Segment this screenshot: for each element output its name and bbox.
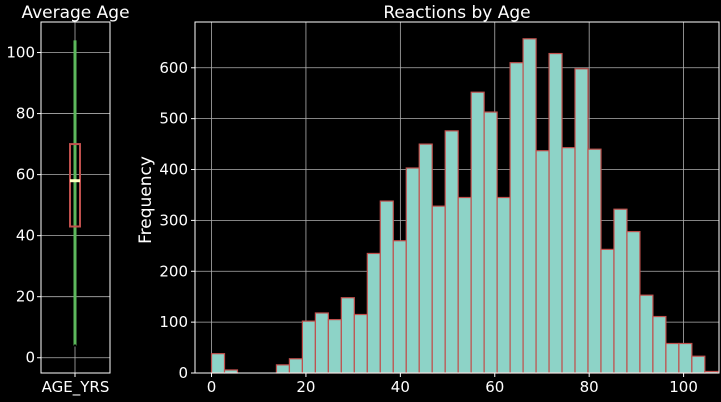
- histogram-x-tick-label: 40: [391, 378, 410, 396]
- box-plot-y-ticks: 0 20 40 60 80 100: [6, 44, 76, 377]
- box-plot-title: Average Age: [21, 3, 129, 23]
- histogram-bar: [574, 68, 589, 374]
- histogram-bar: [535, 150, 550, 374]
- histogram-y-tick-label: 600: [159, 59, 188, 77]
- histogram-bar: [379, 200, 394, 374]
- histogram-x-tick-label: 60: [485, 378, 504, 396]
- histogram-x-tick-label: 80: [580, 378, 599, 396]
- histogram-x-tick-label: 0: [207, 378, 217, 396]
- histogram-bar: [405, 167, 420, 374]
- histogram-y-tick-label: 0: [178, 364, 188, 382]
- histogram-bar: [301, 320, 316, 374]
- histogram-y-tick-label: 100: [159, 313, 188, 331]
- histogram-bar: [340, 297, 355, 374]
- histogram-x-ticks: 0 20 40 60 80 100: [207, 373, 698, 396]
- histogram-bar: [288, 358, 303, 374]
- histogram-bar: [470, 91, 485, 374]
- histogram-bar: [496, 196, 511, 374]
- histogram-bar: [561, 147, 576, 374]
- histogram-bar: [652, 315, 667, 374]
- box-plot-marks: [69, 40, 81, 347]
- box-y-tick-label: 60: [16, 166, 35, 184]
- histogram-x-tick-label: 100: [669, 378, 698, 396]
- histogram-bar: [210, 353, 226, 374]
- histogram-title: Reactions by Age: [383, 3, 530, 23]
- histogram-x-tick-label: 20: [296, 378, 315, 396]
- box-y-tick-label: 40: [16, 227, 35, 245]
- box-plot-category-label: AGE_YRS: [42, 378, 110, 397]
- histogram-bar: [457, 196, 472, 374]
- box-plot-frame: [40, 21, 111, 374]
- histogram-bar: [587, 148, 602, 374]
- histogram-y-tick-label: 400: [159, 161, 188, 179]
- histogram-bar: [600, 248, 615, 374]
- histogram-bar: [665, 342, 680, 374]
- box-y-tick-label: 100: [6, 44, 35, 62]
- histogram-bar: [678, 342, 693, 374]
- histogram-bars: [210, 38, 719, 374]
- histogram-bar: [353, 313, 368, 374]
- histogram-y-axis-label: Frequency: [136, 156, 156, 244]
- histogram-bar: [509, 62, 524, 374]
- box-plot-panel: Average Age 0 20 40 60 80 100 AGE_YRS: [6, 3, 129, 397]
- histogram-bar: [275, 364, 291, 374]
- histogram-bar: [483, 111, 498, 374]
- box-y-tick-label: 20: [16, 288, 35, 306]
- histogram-y-tick-label: 300: [159, 211, 188, 229]
- interquartile-box: [69, 143, 81, 228]
- histogram-bar: [691, 355, 706, 374]
- box-y-tick-label: 0: [25, 349, 35, 367]
- histogram-bar: [366, 252, 381, 374]
- histogram-bar: [431, 205, 446, 374]
- box-y-tick-label: 80: [16, 105, 35, 123]
- histogram-y-ticks: 0 100 200 300 400 500 600: [159, 59, 195, 382]
- histogram-bar: [314, 312, 329, 374]
- histogram-bar: [626, 230, 641, 374]
- histogram-y-tick-label: 500: [159, 110, 188, 128]
- histogram-frame: [194, 21, 720, 374]
- histogram-bar: [613, 208, 628, 374]
- histogram-panel: Reactions by Age 0 100 200 300 400 500 600 0 20…: [136, 3, 720, 396]
- histogram-bar: [418, 143, 433, 374]
- histogram-bar: [639, 294, 654, 374]
- histogram-bar: [444, 130, 459, 374]
- histogram-bar: [327, 318, 342, 374]
- histogram-bar: [392, 240, 407, 374]
- histogram-bar: [522, 38, 537, 374]
- histogram-bar: [548, 52, 563, 374]
- histogram-y-tick-label: 200: [159, 262, 188, 280]
